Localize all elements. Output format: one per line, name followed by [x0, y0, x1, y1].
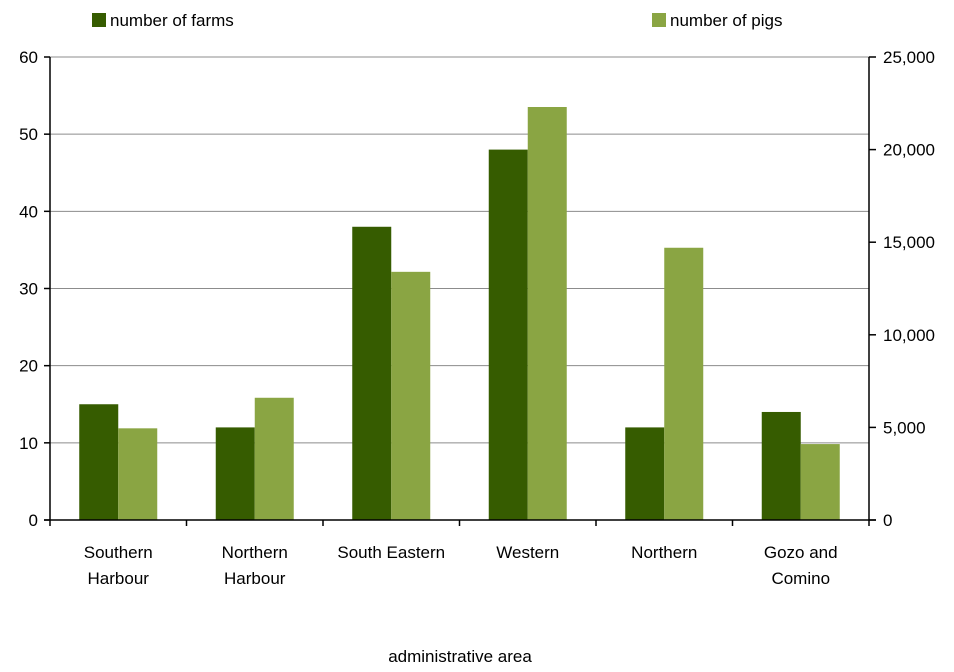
- legend-label: number of farms: [110, 11, 234, 30]
- y-tick-label: 0: [29, 511, 38, 530]
- y-tick-label: 60: [19, 48, 38, 67]
- x-tick-label: Southern Harbour: [84, 543, 153, 588]
- gridlines: [50, 56, 869, 444]
- axes: [44, 56, 876, 526]
- x-tick-label: Northern: [631, 543, 697, 562]
- y-right-tick-label: 20,000: [883, 141, 935, 160]
- bar-pigs: [664, 247, 704, 521]
- bar-pigs: [254, 397, 294, 520]
- y-right-tick-label: 15,000: [883, 233, 935, 252]
- y-tick-label: 40: [19, 202, 38, 221]
- bars: [79, 107, 840, 521]
- y-right-tick-label: 5,000: [883, 418, 926, 437]
- bar-farms: [625, 427, 665, 520]
- legend-label: number of pigs: [670, 11, 782, 30]
- y-tick-label: 20: [19, 357, 38, 376]
- bar-farms: [488, 149, 528, 520]
- y-right-tick-label: 25,000: [883, 48, 935, 67]
- bar-farms: [352, 226, 392, 520]
- y-tick-label: 50: [19, 125, 38, 144]
- legend-swatch: [92, 13, 106, 27]
- legend: number of farms number of pigs: [92, 11, 782, 30]
- bar-farms: [215, 427, 255, 520]
- x-tick-label: Western: [496, 543, 559, 562]
- bar-pigs: [800, 444, 840, 520]
- bar-farms: [761, 411, 801, 520]
- bar-farms: [79, 404, 119, 520]
- bar-pigs: [391, 271, 431, 520]
- y-tick-label: 30: [19, 280, 38, 299]
- legend-swatch: [652, 13, 666, 27]
- x-tick-label: Northern Harbour: [222, 543, 288, 588]
- x-axis-title: administrative area: [388, 647, 532, 666]
- tick-labels: 0 10 20 30 40 50 60 0 5,000 10,000 15,000 20,000 25,…: [19, 48, 935, 588]
- bar-pigs: [527, 107, 567, 520]
- x-tick-label: Gozo and Comino: [764, 543, 838, 588]
- y-right-tick-label: 10,000: [883, 326, 935, 345]
- bar-pigs: [118, 428, 158, 520]
- x-tick-label: South Eastern: [337, 543, 445, 562]
- y-tick-label: 10: [19, 434, 38, 453]
- y-right-tick-label: 0: [883, 511, 892, 530]
